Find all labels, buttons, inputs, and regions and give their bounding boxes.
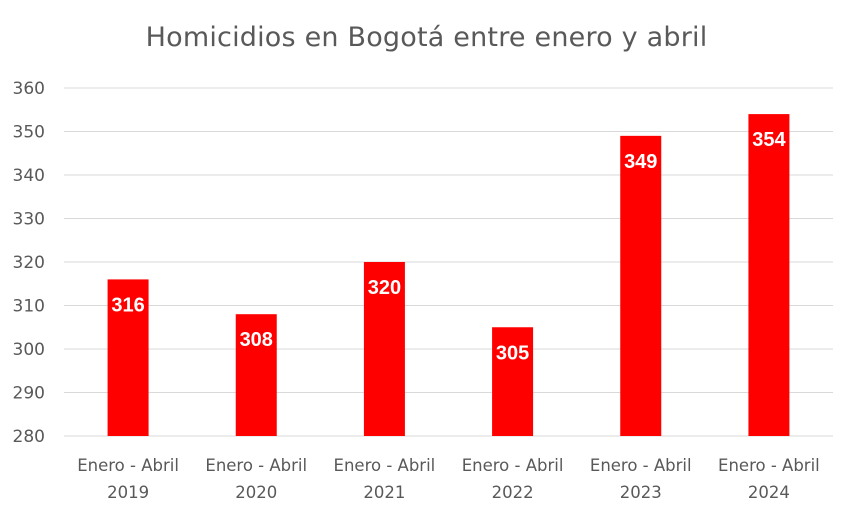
data-label: 316 [111, 294, 144, 316]
data-label: 349 [624, 151, 657, 173]
x-tick-label: 2024 [748, 483, 790, 502]
y-tick-label: 310 [13, 297, 45, 317]
y-tick-label: 340 [13, 166, 45, 186]
data-label: 320 [368, 277, 401, 299]
x-tick-label: 2022 [492, 483, 534, 502]
x-tick-label: Enero - Abril [205, 456, 307, 475]
bar [235, 314, 277, 436]
y-tick-label: 320 [13, 253, 45, 273]
x-tick-label: Enero - Abril [590, 456, 692, 475]
x-tick-label: 2020 [235, 483, 277, 502]
y-tick-label: 280 [13, 427, 45, 447]
y-tick-label: 300 [13, 340, 45, 360]
y-tick-label: 330 [13, 210, 45, 230]
x-tick-label: 2019 [107, 483, 149, 502]
y-tick-label: 290 [13, 384, 45, 404]
bar [107, 279, 149, 436]
x-tick-label: Enero - Abril [718, 456, 820, 475]
x-tick-label: 2021 [363, 483, 405, 502]
data-label: 308 [240, 329, 273, 351]
x-tick-label: Enero - Abril [77, 456, 179, 475]
bar [492, 327, 534, 436]
data-label: 354 [752, 129, 786, 151]
bar [363, 262, 405, 436]
x-tick-label: Enero - Abril [462, 456, 564, 475]
x-tick-label: 2023 [620, 483, 662, 502]
data-label: 305 [496, 342, 529, 364]
bar [620, 135, 662, 436]
x-tick-label: Enero - Abril [334, 456, 436, 475]
y-tick-label: 360 [13, 79, 45, 99]
y-tick-label: 350 [13, 123, 45, 143]
chart-title: Homicidios en Bogotá entre enero y abril [145, 22, 708, 53]
bar [748, 114, 790, 436]
